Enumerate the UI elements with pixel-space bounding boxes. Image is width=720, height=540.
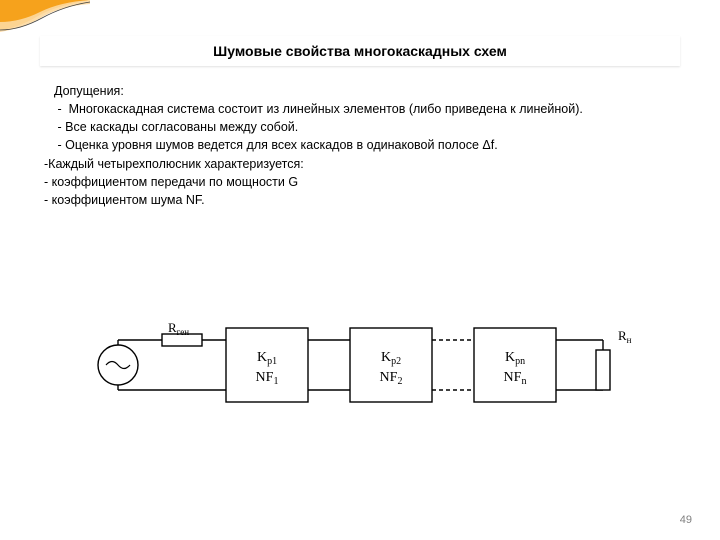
page-title: Шумовые свойства многокаскадных схем	[213, 43, 507, 59]
body-line: - Все каскады согласованы между собой.	[44, 118, 680, 136]
svg-text:Rген: Rген	[168, 320, 189, 337]
body-line: Допущения:	[44, 82, 680, 100]
body-line: - Оценка уровня шумов ведется для всех к…	[44, 136, 680, 154]
page-number: 49	[680, 514, 692, 526]
body-line: - Многокаскадная система состоит из лине…	[44, 100, 680, 118]
corner-swoosh	[0, 0, 90, 36]
body-text: Допущения: - Многокаскадная система сост…	[44, 82, 680, 209]
body-line: - коэффициентом передачи по мощности G	[44, 173, 680, 191]
circuit-figure: RгенKр1NF1Kр2NF2KрnNFnRн	[86, 280, 646, 450]
svg-text:Rн: Rн	[618, 328, 632, 345]
title-band: Шумовые свойства многокаскадных схем	[40, 36, 680, 66]
body-line: - коэффициентом шума NF.	[44, 191, 680, 209]
body-line: -Каждый четырехполюсник характеризуется:	[44, 155, 680, 173]
